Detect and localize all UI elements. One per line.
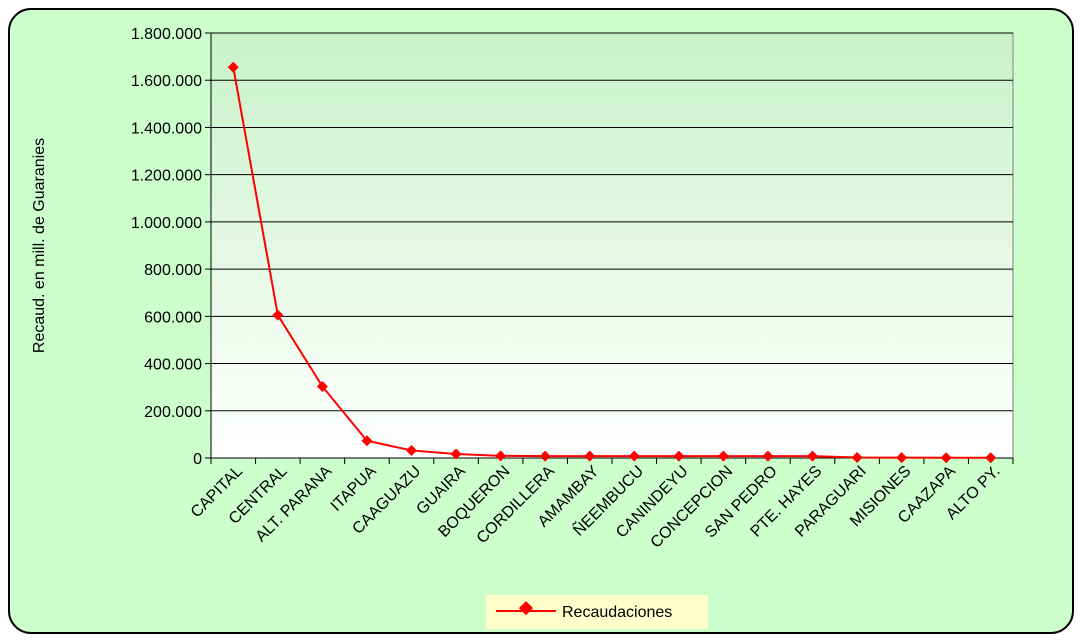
y-tick-label: 200.000: [144, 404, 202, 421]
legend: Recaudaciones: [486, 595, 708, 629]
y-tick-label: 1.000.000: [131, 215, 202, 232]
series-group: [227, 61, 997, 464]
y-tick-label: 1.800.000: [131, 26, 202, 43]
y-axis-label: Recaud. en mill. de Guaranies: [31, 138, 48, 353]
data-point: [628, 450, 640, 462]
data-point: [584, 450, 596, 462]
plot-area: [210, 32, 1014, 459]
chart-frame: 0 200.000 400.000 600.000 800.000 1.000.000 1.…: [8, 8, 1074, 634]
grid-lines: [211, 32, 1013, 412]
y-tick-label: 600.000: [144, 309, 202, 326]
y-tick-label: 0: [193, 451, 202, 468]
series-line: [232, 67, 991, 459]
data-point: [673, 450, 685, 462]
line-chart: 0 200.000 400.000 600.000 800.000 1.000.000 1.…: [8, 8, 1074, 634]
data-point: [762, 450, 774, 462]
data-point: [495, 450, 507, 462]
data-point: [406, 444, 417, 456]
data-point: [227, 61, 239, 73]
data-point: [450, 448, 462, 460]
y-tick-label: 1.600.000: [131, 73, 202, 90]
data-point: [361, 435, 373, 447]
legend-marker: [518, 601, 534, 616]
data-point: [985, 452, 997, 464]
data-point: [316, 380, 328, 392]
data-point: [807, 450, 818, 462]
data-point: [272, 309, 284, 321]
data-point: [940, 452, 952, 464]
y-tick-label: 1.200.000: [131, 168, 202, 185]
y-tick-label: 800.000: [144, 262, 202, 279]
data-point: [896, 452, 908, 464]
data-point: [717, 450, 729, 462]
y-axis-ticks: 0 200.000 400.000 600.000 800.000 1.000.000 1.…: [131, 26, 211, 468]
y-tick-label: 400.000: [144, 357, 202, 374]
y-tick-label: 1.400.000: [131, 120, 202, 137]
legend-label: Recaudaciones: [562, 604, 672, 621]
data-point: [539, 450, 551, 462]
data-point: [851, 452, 863, 464]
